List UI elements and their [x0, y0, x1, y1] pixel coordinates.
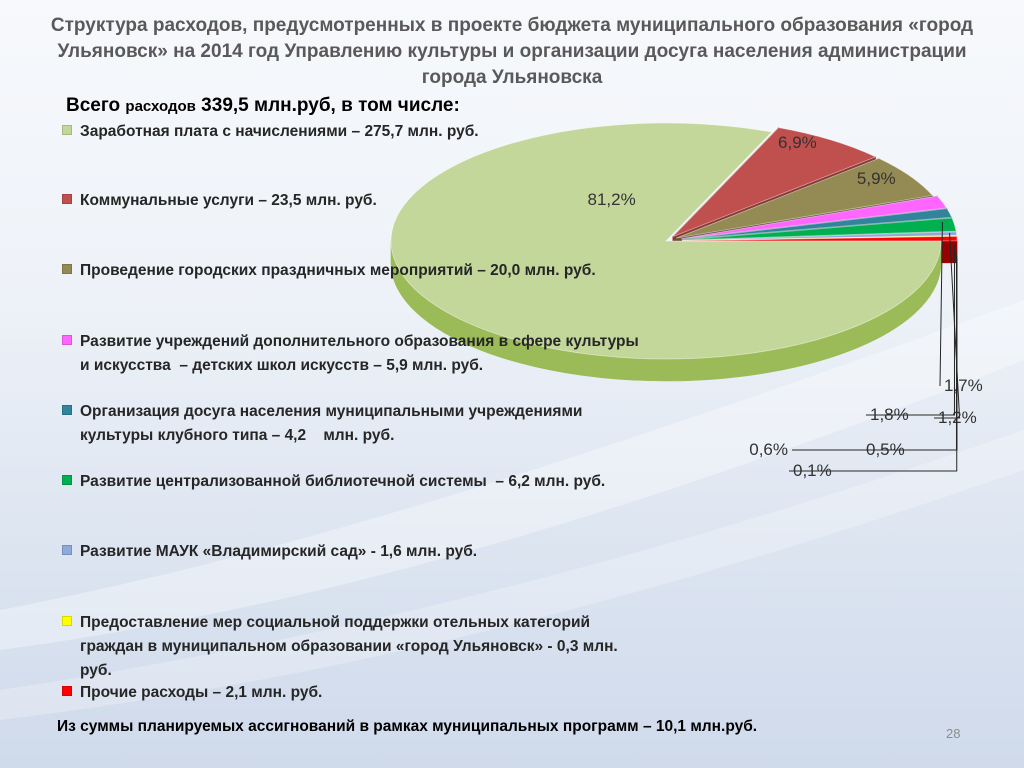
total-amount: 339,5 млн.руб, в том числе:	[195, 95, 460, 116]
total-prefix: Всего	[66, 95, 126, 116]
pie-label-2: 5,9%	[857, 169, 896, 188]
total-expenses: Всего расходов 339,5 млн.руб, в том числ…	[66, 95, 460, 117]
pie-label-0: 81,2%	[587, 190, 635, 209]
pie-slice-4	[681, 208, 953, 240]
pie-slice-1	[672, 127, 877, 237]
pie-slice-3	[681, 195, 948, 240]
pie-slice-0	[390, 122, 942, 360]
total-small-word: расходов	[125, 98, 196, 115]
pie-label-leader-3	[939, 221, 943, 387]
pie-label-leader-8	[792, 258, 958, 451]
slide-title: Структура расходов, предусмотренных в пр…	[50, 15, 974, 88]
pie-slice-8	[681, 236, 958, 242]
pie-label-5: 1,8%	[870, 405, 909, 424]
pie-label-3: 1,7%	[944, 376, 983, 395]
pie-label-leader-4	[934, 232, 961, 419]
pie-slice-5	[681, 217, 957, 241]
pie-label-7: 0,1%	[793, 461, 832, 480]
footer-note: Из суммы планируемых ассигнований в рамк…	[57, 718, 758, 735]
pie-slice-2	[676, 157, 934, 239]
pie-label-8: 0,6%	[749, 440, 788, 459]
pie-label-leader-5	[866, 244, 955, 416]
pie-label-1: 6,9%	[778, 133, 817, 152]
page-number: 28	[946, 726, 961, 741]
